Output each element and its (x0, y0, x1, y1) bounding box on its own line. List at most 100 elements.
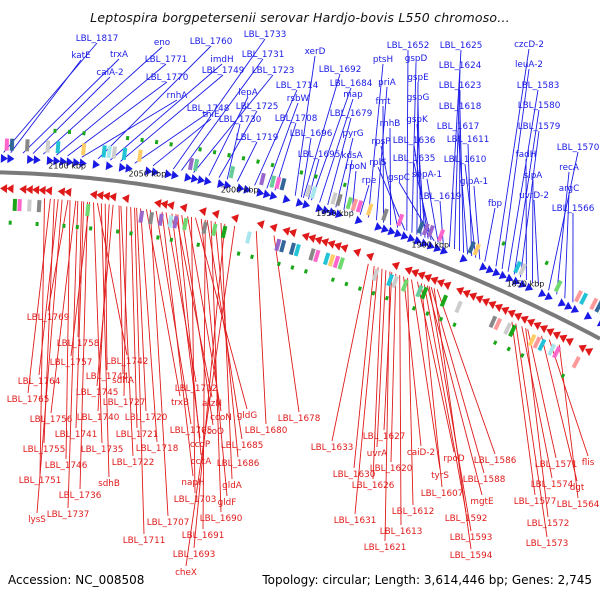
small-feature-tick (227, 152, 231, 158)
cog-feature-block (12, 198, 18, 211)
reverse-gene-arrow (462, 289, 471, 299)
small-feature-tick (299, 170, 304, 175)
reverse-label-connector (426, 285, 483, 496)
reverse-gene-label: LBL_1735 (81, 445, 124, 455)
cog-feature-block (547, 343, 557, 357)
cog-feature-block (36, 199, 42, 213)
forward-gene-arrow (302, 199, 311, 209)
reverse-gene-label: LBL_1607 (421, 489, 464, 499)
cog-feature-block (396, 213, 405, 227)
kbp-marker-label: 2100 kbp (48, 162, 86, 171)
forward-gene-label: rnhA (167, 91, 188, 101)
cog-feature-block (589, 297, 599, 311)
forward-label-connector (208, 96, 249, 176)
reverse-gene-label: LBL_1573 (526, 539, 569, 549)
forward-gene-label: LBL_1580 (518, 101, 561, 111)
cog-feature-block (308, 248, 316, 261)
forward-gene-label: uvrD-2 (519, 191, 549, 201)
reverse-gene-label: LBL_1620 (370, 464, 413, 474)
forward-label-connector (556, 171, 570, 295)
forward-label-connector (375, 86, 388, 221)
reverse-gene-arrow (584, 348, 594, 357)
reverse-label-connector (185, 225, 236, 567)
forward-label-connector (266, 102, 299, 189)
reverse-label-connector (175, 214, 213, 398)
map-title: Leptospira borgpetersenii serovar Hardjo… (90, 10, 510, 25)
small-feature-tick (169, 237, 174, 243)
cog-feature-block (488, 315, 498, 329)
small-feature-tick (270, 162, 275, 168)
cog-feature-block (167, 215, 174, 228)
reverse-gene-label: LBL_1718 (136, 444, 179, 454)
forward-gene-arrow (400, 231, 409, 240)
cog-feature-block (371, 268, 380, 282)
forward-label-connector (110, 63, 223, 161)
forward-gene-arrow (413, 236, 422, 245)
forward-label-connector (501, 68, 530, 270)
reverse-gene-label: gldF (218, 498, 237, 508)
forward-gene-label: czcD-2 (514, 40, 544, 50)
cog-feature-block (25, 139, 30, 152)
forward-gene-arrow (420, 238, 429, 247)
reverse-gene-label: LBL_1758 (57, 339, 100, 349)
reverse-gene-arrow (443, 281, 452, 291)
reverse-gene-label: ccoO (202, 427, 224, 437)
forward-gene-arrow (354, 215, 363, 225)
reverse-gene-label: LBL_1741 (55, 430, 98, 440)
forward-gene-label: LBL_1723 (252, 66, 295, 76)
small-feature-tick (156, 235, 160, 240)
reverse-gene-label: LBL_1703 (174, 495, 217, 505)
small-feature-tick (75, 224, 79, 230)
reverse-gene-label: LBL_1594 (450, 551, 493, 561)
forward-label-connector (513, 109, 540, 275)
forward-gene-arrow (118, 162, 127, 172)
kbp-marker-layer: 2100 kbp 2050 kbp 2000 kbp 1950 kbp 1900 kbp… (48, 162, 544, 289)
cog-feature-block (327, 254, 336, 267)
small-feature-tick (169, 142, 173, 147)
cog-feature-block (182, 217, 189, 231)
forward-gene-arrow (92, 159, 100, 169)
cog-feature-block (220, 225, 228, 239)
cog-feature-block (313, 249, 321, 263)
cog-feature-block (137, 149, 143, 163)
small-feature-tick (544, 260, 549, 266)
reverse-gene-arrow (301, 232, 310, 242)
reverse-gene-arrow (44, 186, 53, 196)
reverse-gene-arrow (565, 338, 574, 347)
reverse-gene-arrow (327, 240, 336, 249)
forward-gene-arrow (505, 273, 514, 282)
forward-gene-label: katE (71, 51, 90, 61)
reverse-gene-arrow (109, 192, 117, 202)
forward-gene-arrow (459, 253, 468, 263)
reverse-gene-arrow (269, 223, 278, 233)
forward-gene-arrow (79, 158, 87, 168)
reverse-gene-arrow (488, 301, 497, 310)
reverse-label-connector (118, 205, 124, 375)
small-feature-tick (342, 182, 347, 188)
cog-feature-block (386, 273, 395, 287)
forward-gene-arrow (171, 170, 179, 180)
reverse-gene-arrow (526, 318, 536, 328)
forward-gene-arrow (544, 291, 553, 301)
cog-feature-block (279, 177, 287, 191)
cog-feature-block (381, 208, 389, 222)
forward-label-connector (417, 101, 422, 237)
cog-feature-block (579, 292, 589, 305)
forward-gene-label: ptsH (373, 55, 393, 65)
cog-feature-block (537, 338, 547, 352)
forward-label-connector (507, 89, 539, 272)
cog-feature-block (527, 333, 537, 347)
small-feature-tick (8, 220, 12, 225)
cog-feature-block (467, 241, 476, 254)
reverse-gene-arrow (481, 298, 491, 307)
cog-feature-block (421, 222, 430, 236)
forward-gene-arrow (26, 154, 35, 164)
reverse-gene-label: cheX (175, 568, 197, 578)
forward-label-connector (564, 192, 570, 299)
forward-gene-label: LBL_1770 (146, 73, 189, 83)
forward-gene-label: LBL_1696 (290, 129, 333, 139)
gene-ring-layer (0, 128, 600, 379)
cog-feature-block (472, 243, 481, 256)
forward-gene-label: caiA-2 (96, 68, 123, 78)
reverse-gene-label: LBL_1736 (59, 491, 102, 501)
